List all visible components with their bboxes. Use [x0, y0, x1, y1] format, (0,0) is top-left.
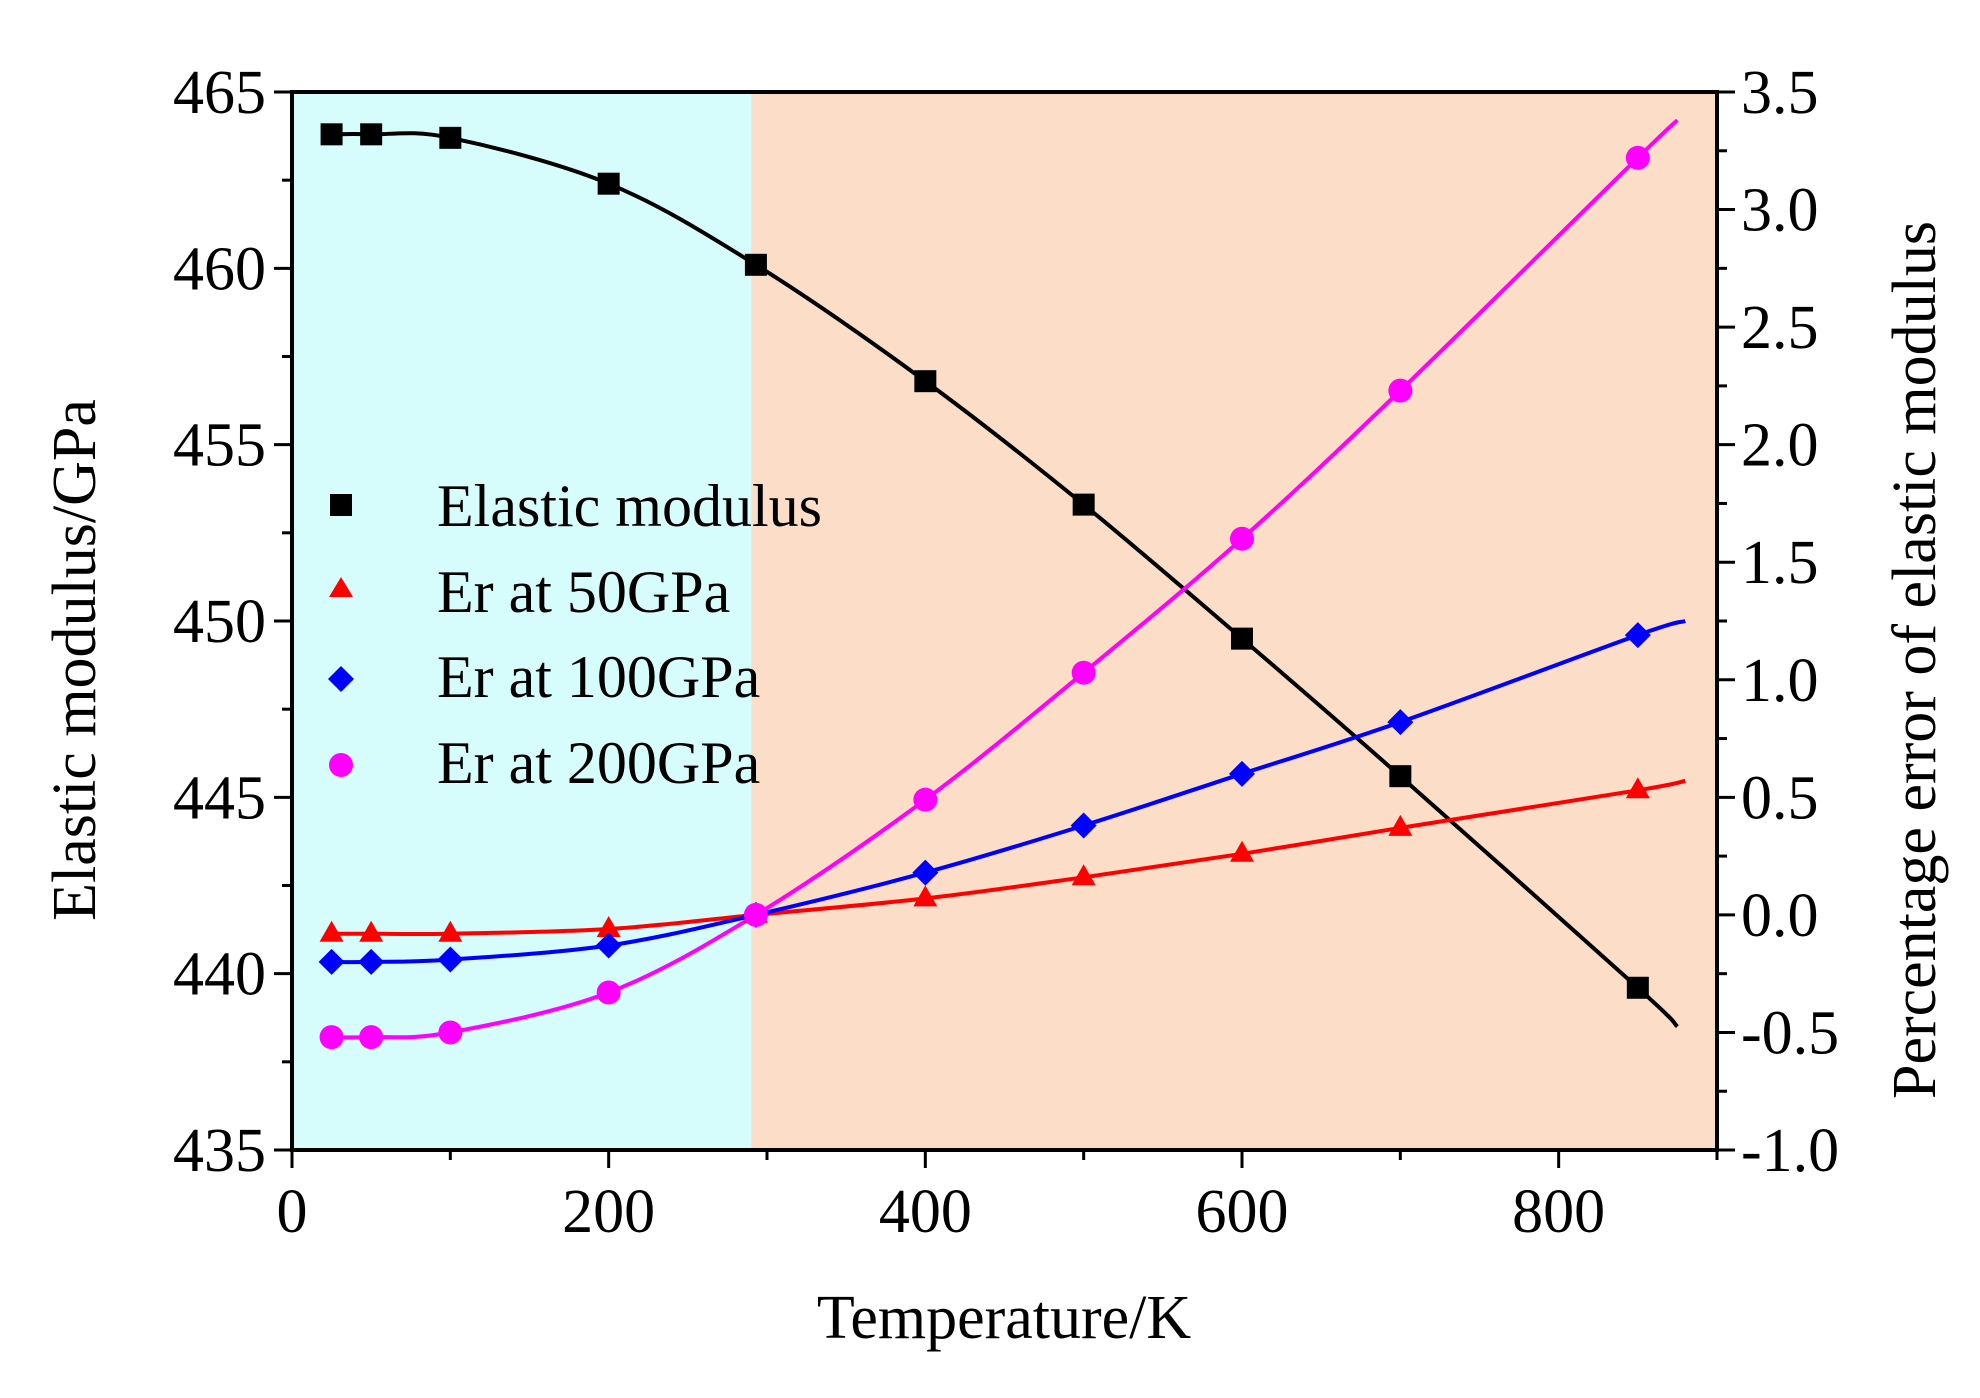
data-point-elastic-modulus — [914, 370, 937, 393]
legend-item-er-200gpa: Er at 200GPa — [329, 730, 760, 796]
legend-item-er-50gpa: Er at 50GPa — [329, 559, 730, 625]
fit-line-er-at-200gpa — [331, 118, 1679, 1040]
legend-triangle-marker — [329, 577, 353, 597]
data-point-er-at-200gpa — [319, 1025, 344, 1050]
data-point-er-at-100gpa — [437, 946, 464, 973]
data-point-elastic-modulus — [1626, 976, 1649, 999]
x-tick-label: 0 — [277, 1178, 308, 1246]
data-point-er-at-200gpa — [1625, 145, 1650, 170]
x-tick-label: 800 — [1512, 1178, 1605, 1246]
data-point-er-at-50gpa — [913, 885, 938, 907]
legend-square-marker — [330, 494, 352, 516]
right-y-tick-label: 2.0 — [1741, 412, 1819, 480]
data-point-er-at-200gpa — [1388, 378, 1413, 403]
right-y-tick-label: 0.5 — [1741, 764, 1819, 832]
right-y-tick-label: -0.5 — [1741, 999, 1839, 1067]
data-point-er-at-200gpa — [1230, 526, 1254, 551]
data-point-elastic-modulus — [439, 126, 462, 149]
data-point-er-at-100gpa — [1070, 812, 1097, 839]
right-y-tick-label: 2.5 — [1741, 294, 1819, 362]
left-y-tick-label: 460 — [173, 235, 266, 303]
fit-line-er-at-100gpa — [331, 619, 1686, 965]
data-point-er-at-100gpa — [318, 948, 345, 975]
data-point-er-at-50gpa — [596, 915, 621, 937]
data-point-er-at-100gpa — [1387, 709, 1414, 736]
data-point-er-at-100gpa — [1229, 760, 1255, 787]
data-point-elastic-modulus — [597, 172, 620, 195]
right-y-tick-label: 1.5 — [1741, 529, 1819, 597]
right-y-tick-label: 0.0 — [1741, 882, 1819, 950]
tick-labels: 0 200 400 600 800 435 440 445 450 455 460 465 -1.0 -0… — [173, 59, 1839, 1246]
data-point-er-at-200gpa — [359, 1025, 384, 1050]
left-y-tick-label: 455 — [173, 412, 266, 480]
data-point-er-at-200gpa — [596, 980, 621, 1005]
left-y-axis-title: Elastic modulus/GPa — [41, 399, 109, 921]
legend-item-elastic-modulus: Elastic modulus — [330, 473, 822, 539]
legend-diamond-marker — [328, 666, 354, 692]
data-point-elastic-modulus — [320, 123, 343, 146]
x-axis-title: Temperature/K — [817, 1284, 1192, 1352]
right-y-axis-title: Percentage error of elastic modulus — [1881, 221, 1949, 1099]
data-point-er-at-200gpa — [1071, 660, 1096, 685]
data-point-elastic-modulus — [1072, 493, 1095, 516]
legend: Elastic modulus Er at 50GPa Er at 100GPa… — [328, 473, 822, 796]
data-point-elastic-modulus — [360, 123, 383, 146]
data-point-er-at-50gpa — [438, 920, 463, 942]
data-point-er-at-50gpa — [319, 920, 344, 942]
x-tick-label: 400 — [879, 1178, 972, 1246]
data-point-er-at-200gpa — [913, 787, 938, 812]
data-point-er-at-100gpa — [595, 932, 622, 959]
data-point-elastic-modulus — [744, 253, 767, 276]
left-y-tick-label: 450 — [173, 588, 266, 656]
left-y-tick-label: 445 — [173, 764, 266, 832]
fit-line-er-at-50gpa — [331, 778, 1686, 937]
data-point-elastic-modulus — [1231, 627, 1253, 650]
data-point-er-at-50gpa — [359, 920, 384, 942]
data-point-er-at-100gpa — [912, 859, 939, 886]
data-point-er-at-50gpa — [1388, 814, 1413, 836]
legend-label-elastic-modulus: Elastic modulus — [437, 473, 822, 539]
legend-label-er-50gpa: Er at 50GPa — [437, 559, 730, 625]
data-point-elastic-modulus — [1389, 765, 1412, 788]
fit-curves — [331, 118, 1686, 1040]
high-temperature-region — [751, 92, 1717, 1150]
data-markers — [318, 123, 1651, 1050]
legend-item-er-100gpa: Er at 100GPa — [328, 644, 760, 710]
data-point-er-at-50gpa — [1230, 840, 1254, 862]
fit-line-elastic-modulus — [331, 131, 1679, 1029]
right-y-tick-label: -1.0 — [1741, 1117, 1839, 1185]
tick-marks — [274, 90, 1735, 1168]
data-point-er-at-50gpa — [1625, 777, 1650, 799]
x-tick-label: 200 — [562, 1178, 655, 1246]
left-y-tick-label: 435 — [173, 1117, 266, 1185]
low-temperature-region — [292, 92, 752, 1150]
right-y-tick-label: 3.5 — [1741, 59, 1819, 127]
data-point-er-at-200gpa — [438, 1020, 463, 1045]
data-point-er-at-100gpa — [358, 948, 385, 975]
data-point-er-at-50gpa — [1071, 864, 1096, 886]
legend-label-er-100gpa: Er at 100GPa — [437, 644, 760, 710]
left-y-tick-label: 440 — [173, 941, 266, 1009]
right-y-tick-label: 1.0 — [1741, 647, 1819, 715]
legend-label-er-200gpa: Er at 200GPa — [437, 730, 760, 796]
background-regions — [292, 92, 1717, 1150]
left-y-tick-label: 465 — [173, 59, 266, 127]
data-point-er-at-200gpa — [743, 902, 768, 927]
right-y-tick-label: 3.0 — [1741, 177, 1819, 245]
legend-circle-marker — [329, 753, 353, 777]
x-tick-label: 600 — [1196, 1178, 1289, 1246]
data-point-er-at-100gpa — [1624, 622, 1651, 649]
